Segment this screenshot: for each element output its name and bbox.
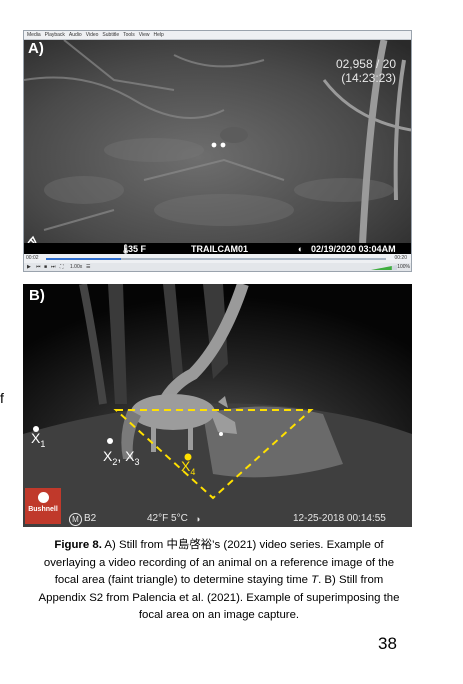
- volume-percent: 100%: [397, 264, 410, 270]
- seek-bar-row: 00:02 00:20: [24, 254, 411, 263]
- point-x2-x3: [107, 438, 113, 444]
- figure-number: Figure 8.: [54, 539, 102, 551]
- volume-slider-fill: [371, 266, 392, 270]
- capture-datetime-b: 12-25-2018 00:14:55: [293, 513, 386, 524]
- thermometer-icon: 🌡: [120, 244, 132, 254]
- eye-glow-right: [220, 142, 226, 148]
- play-icon[interactable]: ▶: [27, 264, 31, 270]
- figure-caption: Figure 8. A) Still from 中島啓裕’s (2021) vi…: [34, 537, 404, 625]
- bushnell-emblem-icon: [37, 492, 49, 503]
- menu-help[interactable]: Help: [153, 32, 164, 38]
- panel-a-label: A): [28, 40, 44, 57]
- night-forest-scene-b: [23, 284, 412, 527]
- player-menu-bar: Media Playback Audio Video Subtitle Tool…: [24, 31, 411, 40]
- mode-indicator: M: [69, 513, 82, 526]
- bushnell-logo: Bushnell: [25, 488, 61, 524]
- seek-slider[interactable]: [46, 258, 386, 260]
- playlist-icon[interactable]: ☰: [86, 264, 91, 270]
- capture-datetime: 02/19/2020 03:04AM: [311, 244, 396, 254]
- point-x4: [184, 453, 192, 461]
- trailcam-info-bar: 🌡 35 F TRAILCAM01 ◐ 02/19/2020 03:04AM: [24, 243, 411, 255]
- menu-video[interactable]: Video: [85, 32, 99, 38]
- moon-phase-icon: ◐: [298, 244, 304, 254]
- remaining-time: 00:20: [394, 255, 407, 261]
- playback-speed[interactable]: 1.00x: [70, 264, 83, 270]
- menu-playback[interactable]: Playback: [44, 32, 65, 38]
- bushnell-wordmark: Bushnell: [28, 506, 58, 513]
- page-number: 38: [378, 634, 397, 653]
- menu-media[interactable]: Media: [27, 32, 41, 38]
- frame-counter: 02,958 / 20 (14:23:23): [336, 57, 396, 85]
- trailcam-footer: M B2 42°F 5°C ◑ 12-25-2018 00:14:55: [23, 511, 412, 527]
- trailcam-image-b: B) X1 X2, X3 X4 Bushnell M B2 42°F 5°C ◑…: [23, 284, 412, 527]
- menu-subtitle[interactable]: Subtitle: [102, 32, 120, 38]
- video-player-window: Media Playback Audio Video Subtitle Tool…: [23, 30, 412, 272]
- caption-text-2: ’s (2021) video series. Example of overl…: [43, 539, 395, 586]
- playback-controls: ▶ ⏮ ■ ⏭ ⛶ 1.00x ☰ 100%: [24, 263, 411, 271]
- eye-glow-left: [211, 142, 217, 148]
- caption-text-3: . B) Still from Appendix S2 from Palenci…: [38, 574, 400, 621]
- next-icon[interactable]: ⏭: [51, 264, 56, 270]
- frame-count: 02,958 / 20: [335, 57, 396, 71]
- video-frame: A) 02,958 / 20 (14:23:23): [24, 40, 411, 254]
- label-x2-x3: X2, X3: [103, 448, 140, 467]
- seek-slider-fill: [46, 258, 121, 260]
- caption-italic-t: T: [311, 574, 319, 586]
- menu-tools[interactable]: Tools: [123, 32, 135, 38]
- night-forest-scene-a: [24, 40, 411, 254]
- menu-audio[interactable]: Audio: [68, 32, 82, 38]
- moon-phase-icon-b: ◑: [195, 514, 201, 524]
- previous-icon[interactable]: ⏮: [36, 264, 41, 270]
- camera-name: TRAILCAM01: [191, 244, 249, 254]
- fullscreen-icon[interactable]: ⛶: [60, 264, 64, 270]
- label-x4: X4: [181, 458, 196, 477]
- temperature-readout-b: 42°F 5°C: [147, 513, 188, 524]
- point-x1: [33, 426, 39, 432]
- caption-author: 中島啓裕: [166, 539, 213, 551]
- caption-text-1: A) Still from: [101, 539, 167, 551]
- menu-view[interactable]: View: [138, 32, 150, 38]
- focal-area-triangle: [113, 409, 314, 500]
- elapsed-time: 00:02: [26, 255, 39, 261]
- volume-slider[interactable]: [371, 265, 397, 270]
- temperature-readout: 35 F: [128, 244, 147, 254]
- margin-text-fragment: f: [0, 390, 4, 406]
- frame-timestamp: (14:23:23): [341, 71, 396, 85]
- panel-b-label: B): [29, 287, 45, 304]
- label-x1: X1: [31, 430, 46, 449]
- stop-icon[interactable]: ■: [44, 264, 48, 270]
- b2-readout: B2: [84, 513, 97, 524]
